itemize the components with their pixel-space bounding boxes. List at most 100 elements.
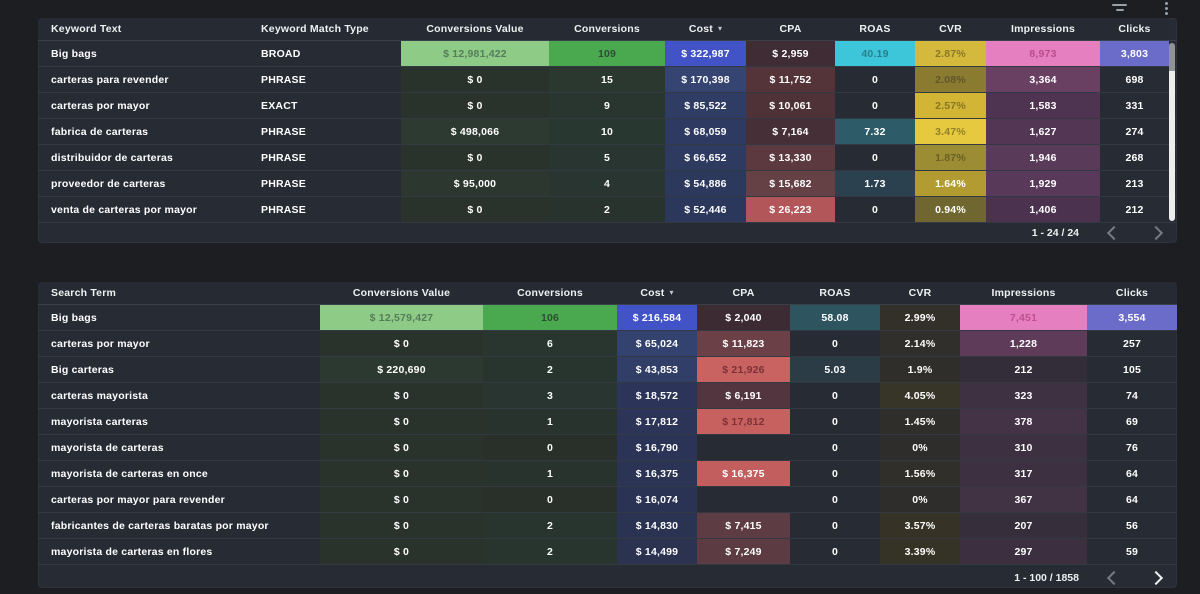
search-term-cell-roas: 0: [831, 337, 839, 350]
search-term-cell-cpa: [697, 487, 790, 512]
table-vertical-scrollbar[interactable]: [1169, 43, 1175, 221]
search-term-cell-cvr: 1.9%: [880, 357, 960, 382]
keyword-cell-roas: 0: [871, 99, 879, 112]
keyword-row-3[interactable]: fabrica de carteras PHRASE $ 498,066 10 $ 68…: [38, 119, 1177, 145]
keyword-col-header-roas[interactable]: ROAS: [835, 18, 915, 40]
keyword-cell-clicks: 268: [1125, 151, 1144, 164]
keyword-cell-impressions: 1,627: [986, 119, 1100, 144]
keyword-col-header-clicks[interactable]: Clicks: [1100, 18, 1169, 40]
column-label: Search Term: [51, 287, 117, 299]
keyword-row-0[interactable]: Big bags BROAD $ 12,981,422 109 $ 322,987 $ 2…: [38, 41, 1177, 67]
search-term-cell-conversions-value: $ 0: [320, 435, 483, 460]
search-term-cell-conversions: 1: [483, 461, 617, 486]
keyword-col-header-keyword-match-type[interactable]: Keyword Match Type: [248, 18, 401, 40]
column-label: ROAS: [819, 287, 851, 299]
search-term-cell-clicks: 59: [1125, 545, 1139, 558]
search-term-cell-clicks: 69: [1125, 415, 1139, 428]
search-term-row-0[interactable]: Big bags $ 12,579,427 106 $ 216,584 $ 2,040 5…: [38, 305, 1177, 331]
search-term-row-8[interactable]: fabricantes de carteras baratas por mayo…: [38, 513, 1177, 539]
filter-lines-icon[interactable]: [1112, 4, 1128, 14]
keyword-col-header-keyword-text[interactable]: Keyword Text: [38, 18, 248, 40]
keyword-cell-roas: 0: [871, 73, 879, 86]
keyword-cell-clicks: 698: [1125, 73, 1144, 86]
search-term-cell-conversions: 6: [483, 331, 617, 356]
search-term-cell-conversions: 3: [483, 383, 617, 408]
search-term-cell-roas: 0: [831, 441, 839, 454]
search-term-cell-cvr: 3.57%: [880, 513, 960, 538]
keyword-cell-conversions-value: $ 498,066: [401, 119, 549, 144]
keyword-col-header-cost[interactable]: Cost ▾: [665, 18, 746, 40]
search-term-col-header-cost[interactable]: Cost ▾: [617, 282, 697, 304]
keyword-row-5[interactable]: proveedor de carteras PHRASE $ 95,000 4 $ 54…: [38, 171, 1177, 197]
search-term-cell-search-term: carteras mayorista: [51, 389, 148, 402]
keyword-col-header-impressions[interactable]: Impressions: [986, 18, 1100, 40]
search-term-col-header-search-term[interactable]: Search Term: [38, 282, 320, 304]
search-term-cell-cpa: $ 16,375: [697, 461, 790, 486]
keyword-col-header-cvr[interactable]: CVR: [915, 18, 986, 40]
search-term-cell-roas: 0: [831, 493, 839, 506]
next-page-icon[interactable]: [1148, 570, 1164, 585]
search-term-cell-cvr: 2.14%: [880, 331, 960, 356]
search-term-row-6[interactable]: mayorista de carteras en once $ 0 1 $ 16,37…: [38, 461, 1177, 487]
keyword-col-header-cpa[interactable]: CPA: [746, 18, 835, 40]
prev-page-icon[interactable]: [1106, 225, 1122, 240]
search-term-row-3[interactable]: carteras mayorista $ 0 3 $ 18,572 $ 6,191 0 4.…: [38, 383, 1177, 409]
keyword-cell-conversions: 5: [549, 145, 665, 170]
search-term-row-9[interactable]: mayorista de carteras en flores $ 0 2 $ 14,…: [38, 539, 1177, 565]
keyword-cell-roas: 0: [871, 203, 879, 216]
search-term-cell-roas: 58.08: [790, 305, 880, 330]
column-label: Conversions: [517, 287, 583, 299]
keyword-cell-conversions-value: $ 0: [401, 145, 549, 170]
search-terms-table: Search Term Conversions Value Conversions C…: [38, 282, 1177, 565]
search-term-cell-conversions-value: $ 0: [320, 331, 483, 356]
search-term-col-header-impressions[interactable]: Impressions: [960, 282, 1087, 304]
search-term-cell-conversions-value: $ 220,690: [320, 357, 483, 382]
keyword-row-6[interactable]: venta de carteras por mayor PHRASE $ 0 2 $ 5…: [38, 197, 1177, 223]
search-term-cell-conversions: 0: [483, 487, 617, 512]
keyword-cell-keyword-match-type: PHRASE: [261, 125, 306, 138]
search-term-row-1[interactable]: carteras por mayor $ 0 6 $ 65,024 $ 11,823 0 2…: [38, 331, 1177, 357]
keyword-row-1[interactable]: carteras para revender PHRASE $ 0 15 $ 170,3…: [38, 67, 1177, 93]
search-term-row-2[interactable]: Big carteras $ 220,690 2 $ 43,853 $ 21,926 5.…: [38, 357, 1177, 383]
keyword-col-header-conversions[interactable]: Conversions: [549, 18, 665, 40]
search-term-cell-impressions: 212: [960, 357, 1087, 382]
search-term-cell-search-term: mayorista de carteras en flores: [51, 545, 213, 558]
column-label: Conversions Value: [352, 287, 451, 299]
keyword-cell-keyword-text: proveedor de carteras: [51, 177, 166, 190]
search-term-cell-clicks: 64: [1125, 467, 1139, 480]
search-term-col-header-conversions-value[interactable]: Conversions Value: [320, 282, 483, 304]
keyword-cell-impressions: 1,406: [986, 197, 1100, 222]
search-term-row-7[interactable]: carteras por mayor para revender $ 0 0 $ 16…: [38, 487, 1177, 513]
column-label: CVR: [908, 287, 932, 299]
keyword-cell-keyword-match-type: PHRASE: [261, 203, 306, 216]
keyword-row-2[interactable]: carteras por mayor EXACT $ 0 9 $ 85,522 $ 10,…: [38, 93, 1177, 119]
keyword-cell-cpa: $ 7,164: [746, 119, 835, 144]
search-term-cell-search-term: mayorista de carteras en once: [51, 467, 208, 480]
keyword-cell-keyword-match-type: BROAD: [261, 47, 301, 60]
search-term-col-header-cpa[interactable]: CPA: [697, 282, 790, 304]
search-term-col-header-cvr[interactable]: CVR: [880, 282, 960, 304]
column-label: Impressions: [1010, 23, 1076, 35]
next-page-icon[interactable]: [1148, 225, 1164, 240]
search-term-cell-cost: $ 16,790: [617, 435, 697, 460]
keyword-cell-conversions: 15: [549, 67, 665, 92]
keyword-col-header-conversions-value[interactable]: Conversions Value: [401, 18, 549, 40]
kebab-menu-icon[interactable]: [1164, 1, 1169, 16]
search-term-cell-clicks: 76: [1125, 441, 1139, 454]
sort-desc-icon: ▾: [717, 24, 723, 33]
search-term-col-header-conversions[interactable]: Conversions: [483, 282, 617, 304]
search-term-row-4[interactable]: mayorista carteras $ 0 1 $ 17,812 $ 17,812 0 1…: [38, 409, 1177, 435]
search-term-cell-conversions-value: $ 0: [320, 409, 483, 434]
search-term-col-header-clicks[interactable]: Clicks: [1087, 282, 1177, 304]
keyword-row-4[interactable]: distribuidor de carteras PHRASE $ 0 5 $ 66,6…: [38, 145, 1177, 171]
keyword-cell-keyword-text: carteras para revender: [51, 73, 169, 86]
search-term-row-5[interactable]: mayorista de carteras $ 0 0 $ 16,790 0 0% 310 7…: [38, 435, 1177, 461]
prev-page-icon[interactable]: [1106, 570, 1122, 585]
search-term-cell-impressions: 367: [960, 487, 1087, 512]
keyword-cell-cvr: 3.47%: [915, 119, 986, 144]
keyword-cell-cvr: 2.57%: [915, 93, 986, 118]
search-term-cell-cpa: $ 6,191: [697, 383, 790, 408]
search-term-col-header-roas[interactable]: ROAS: [790, 282, 880, 304]
keyword-header-row: Keyword Text Keyword Match Type Conversion…: [38, 18, 1177, 41]
keyword-cell-cost: $ 170,398: [665, 67, 746, 92]
